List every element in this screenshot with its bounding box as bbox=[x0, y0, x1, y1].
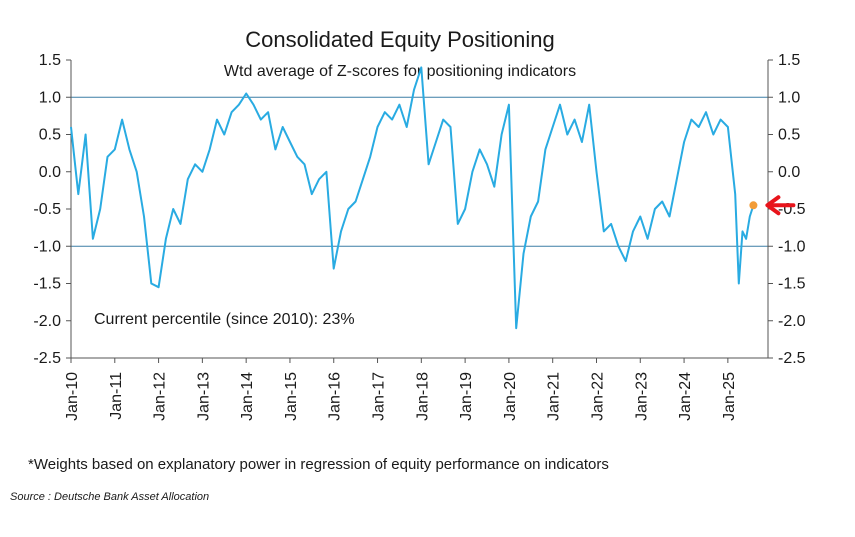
current-value-marker bbox=[749, 201, 758, 210]
current-percentile-annotation: Current percentile (since 2010): 23% bbox=[94, 311, 355, 328]
y-tick-label-right: 0.0 bbox=[778, 164, 800, 181]
x-tick-label: Jan-22 bbox=[589, 372, 606, 421]
y-tick-label-left: 0.5 bbox=[39, 127, 61, 144]
x-tick-label: Jan-23 bbox=[633, 372, 650, 421]
y-tick-label-right: -2.0 bbox=[778, 313, 806, 330]
y-tick-label-left: 1.0 bbox=[39, 89, 61, 106]
y-tick-label-left: -2.5 bbox=[33, 350, 61, 367]
footnote: *Weights based on explanatory power in r… bbox=[28, 456, 609, 473]
y-tick-label-right: -1.5 bbox=[778, 276, 806, 293]
x-tick-label: Jan-11 bbox=[108, 372, 125, 420]
reference-lines bbox=[71, 96, 768, 247]
y-tick-label-left: -0.5 bbox=[33, 201, 61, 218]
y-tick-label-left: -1.5 bbox=[33, 276, 61, 293]
y-tick-label-left: -2.0 bbox=[33, 313, 61, 330]
x-tick-label: Jan-21 bbox=[546, 372, 563, 421]
chart-subtitle: Wtd average of Z-scores for positioning … bbox=[224, 63, 576, 80]
x-tick-label: Jan-10 bbox=[64, 372, 81, 421]
x-tick-label: Jan-14 bbox=[239, 372, 256, 421]
y-tick-label-right: -2.5 bbox=[778, 350, 806, 367]
current-value-arrow-head bbox=[765, 195, 781, 216]
x-tick-label: Jan-17 bbox=[371, 372, 388, 421]
chart-title: Consolidated Equity Positioning bbox=[245, 27, 554, 52]
x-tick-label: Jan-12 bbox=[152, 372, 169, 421]
x-tick-label: Jan-15 bbox=[283, 372, 300, 421]
y-tick-label-left: 0.0 bbox=[39, 164, 61, 181]
series-layer bbox=[70, 66, 755, 330]
y-tick-label-left: -1.0 bbox=[33, 238, 61, 255]
y-tick-label-right: 1.0 bbox=[778, 89, 800, 106]
x-tick-label: Jan-24 bbox=[677, 372, 694, 421]
x-tick-label: Jan-20 bbox=[502, 372, 519, 421]
x-tick-label: Jan-19 bbox=[458, 372, 475, 421]
y-tick-label-right: -1.0 bbox=[778, 238, 806, 255]
x-tick-label: Jan-25 bbox=[721, 372, 738, 421]
x-tick-label: Jan-16 bbox=[327, 372, 344, 421]
positioning-series-line bbox=[70, 66, 755, 330]
y-tick-label-right: 1.5 bbox=[778, 52, 800, 69]
source-note: Source : Deutsche Bank Asset Allocation bbox=[10, 491, 210, 503]
x-tick-label: Jan-13 bbox=[195, 372, 212, 421]
current-value-marker-layer bbox=[749, 195, 796, 216]
y-tick-label-right: 0.5 bbox=[778, 127, 800, 144]
axes: 1.5 1.51.0 1.00.5 0.50.0 0.0-0.5 -0.5-1.0 -1.0… bbox=[33, 52, 805, 421]
x-tick-label: Jan-18 bbox=[414, 372, 431, 421]
y-tick-label-left: 1.5 bbox=[39, 52, 61, 69]
